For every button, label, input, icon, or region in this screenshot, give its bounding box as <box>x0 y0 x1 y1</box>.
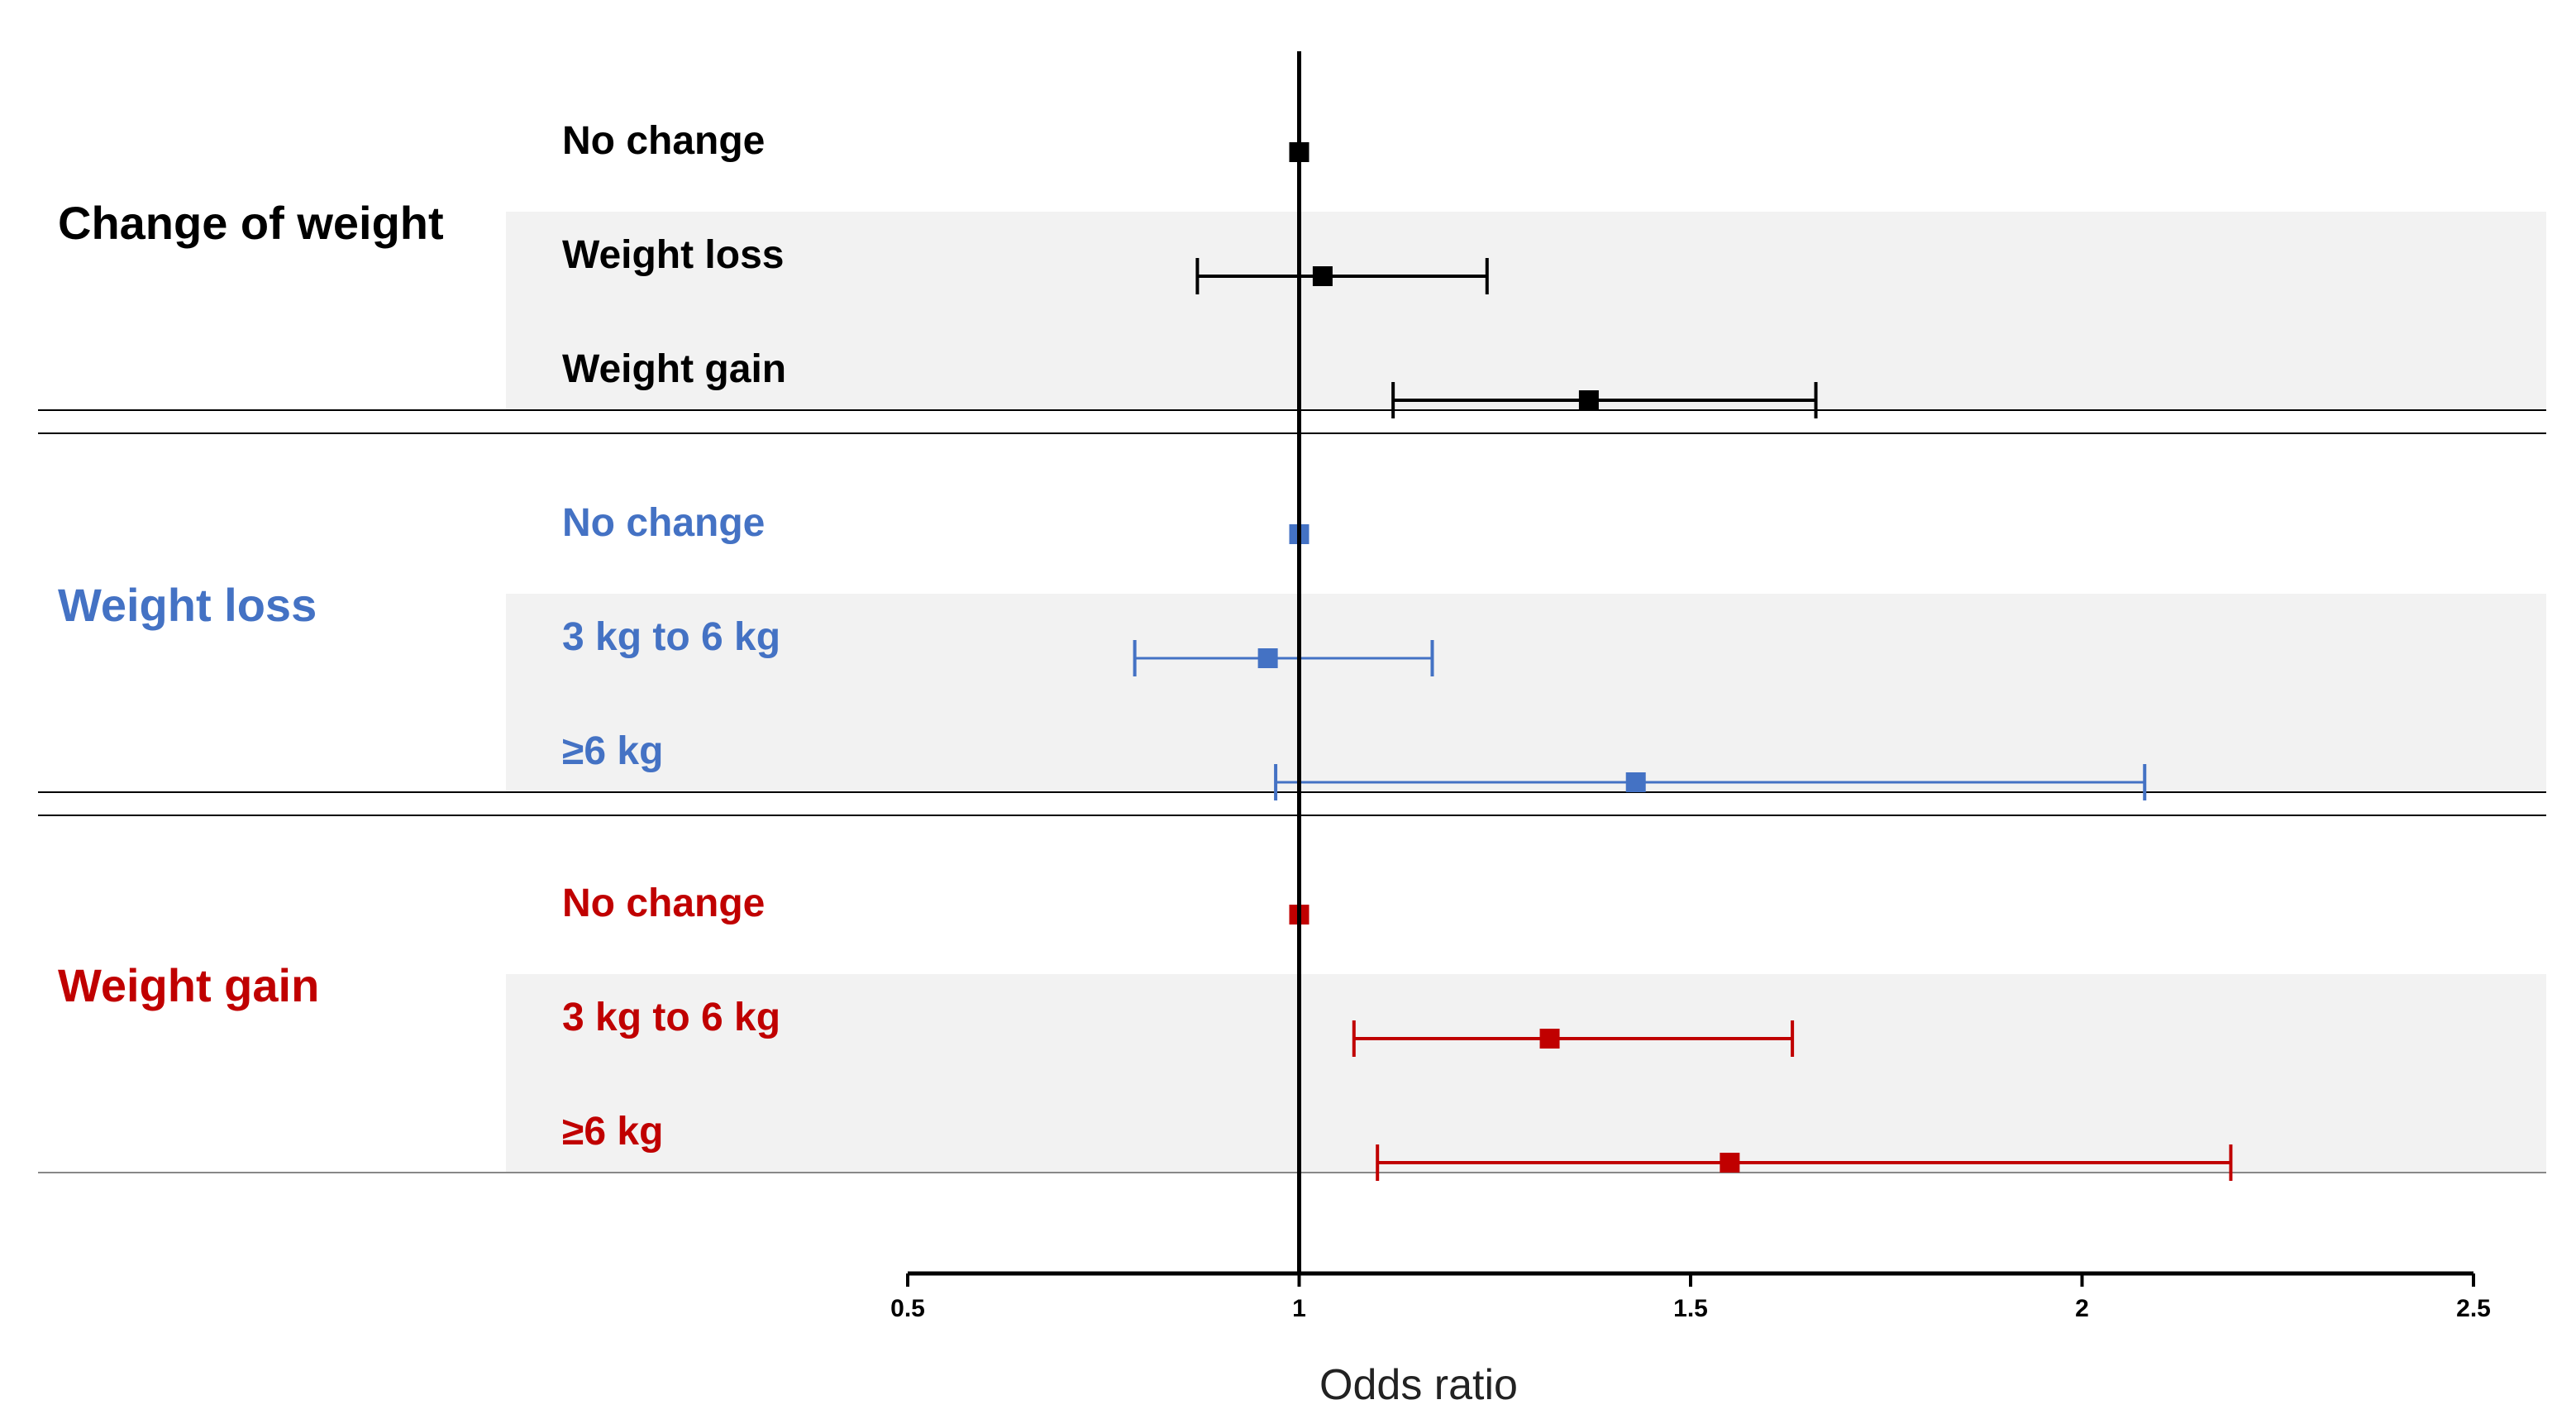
row-label: ≥6 kg <box>562 1110 663 1154</box>
group-label: Weight gain <box>58 959 319 1011</box>
row-label: No change <box>562 501 765 545</box>
row-label: No change <box>562 882 765 925</box>
x-tick-label: 1.5 <box>1673 1295 1708 1322</box>
x-axis: 0.5 1 1.5 2 2.5 <box>890 1271 2491 1322</box>
point-estimate <box>1625 772 1646 792</box>
point-estimate <box>1257 648 1278 668</box>
row-label: ≥6 kg <box>562 729 663 773</box>
row-labels: Change of weight No change Weight loss Weig… <box>58 119 786 1154</box>
group-separators <box>38 409 2546 1173</box>
group-label: Weight loss <box>58 579 317 631</box>
row-label: Weight gain <box>562 347 786 391</box>
x-tick-label: 0.5 <box>890 1295 925 1322</box>
x-tick-label: 2 <box>2075 1295 2089 1322</box>
group-band-3 <box>506 974 2546 1173</box>
row-label: Weight loss <box>562 233 784 277</box>
x-axis-title: Odds ratio <box>1319 1361 1518 1409</box>
point-estimate <box>1720 1153 1740 1173</box>
point-estimate <box>1539 1029 1560 1049</box>
row-label: 3 kg to 6 kg <box>562 615 780 659</box>
point-estimate <box>1578 390 1599 410</box>
row-label: No change <box>562 119 765 163</box>
group-label: Change of weight <box>58 197 444 249</box>
group-band-2 <box>506 594 2546 792</box>
group-band-1 <box>506 212 2546 410</box>
point-estimate <box>1312 266 1333 286</box>
x-tick-label: 1 <box>1292 1295 1306 1322</box>
row-label: 3 kg to 6 kg <box>562 996 780 1039</box>
estimate-marks <box>1133 142 2233 1181</box>
row-bands <box>506 212 2546 1173</box>
x-tick-label: 2.5 <box>2456 1295 2491 1322</box>
